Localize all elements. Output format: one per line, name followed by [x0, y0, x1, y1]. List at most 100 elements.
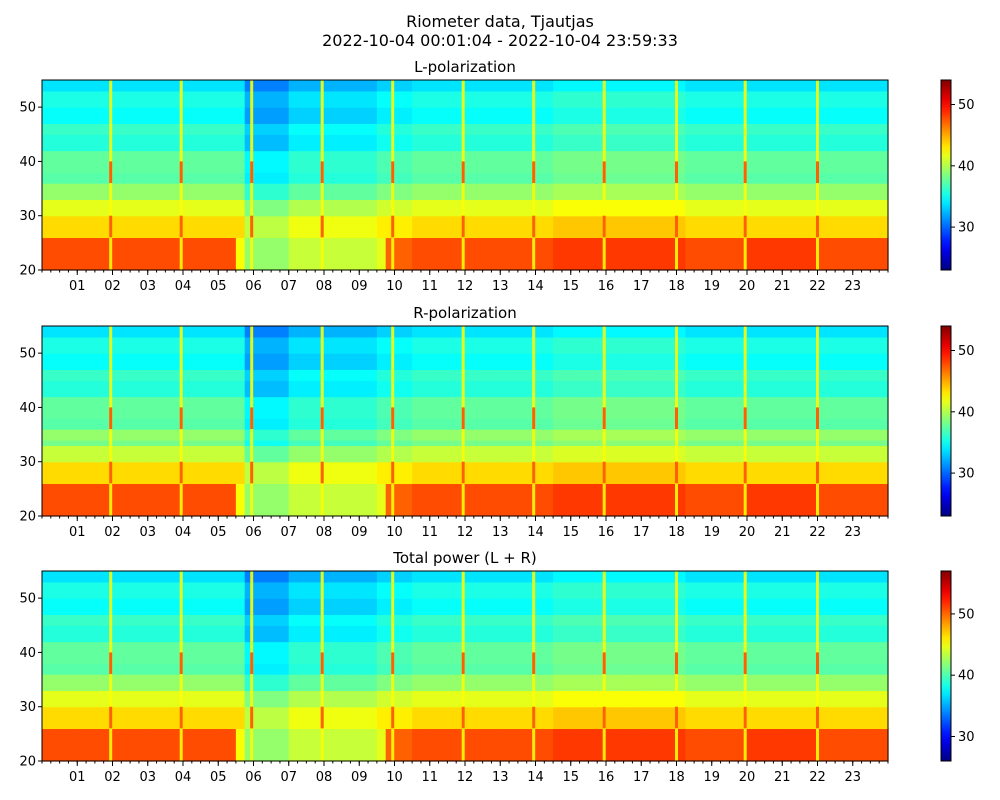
heatmap-cell: [341, 221, 352, 228]
heatmap-cell: [870, 80, 880, 87]
heatmap-cell: [227, 177, 237, 184]
heatmap-cell: [68, 353, 78, 360]
heatmap-cell: [764, 118, 775, 125]
heatmap-cell: [244, 494, 255, 501]
heatmap-cell: [852, 259, 863, 266]
heatmap-cell: [191, 412, 202, 419]
heatmap-cell: [50, 123, 61, 130]
heatmap-cell: [879, 123, 889, 130]
heatmap-cell: [456, 210, 466, 217]
heatmap-cell: [59, 369, 70, 376]
heatmap-cell: [306, 248, 316, 255]
heatmap-cell: [130, 364, 140, 371]
heatmap-cell: [218, 188, 228, 195]
heatmap-cell: [614, 161, 625, 168]
heatmap-cell: [130, 210, 140, 217]
heatmap-cell: [764, 80, 775, 87]
heatmap-cell: [77, 85, 87, 92]
heatmap-cell: [86, 172, 96, 179]
heatmap-cell: [606, 194, 616, 201]
heatmap-cell: [253, 407, 263, 414]
heatmap-cell: [315, 199, 325, 206]
heatmap-cell: [579, 101, 589, 108]
heatmap-cell: [253, 336, 263, 343]
heatmap-cell: [130, 380, 140, 387]
heatmap-cell: [879, 96, 889, 103]
heatmap-cell: [174, 210, 184, 217]
heatmap-cell: [614, 156, 625, 163]
heatmap-cell: [870, 150, 880, 157]
heatmap-cell: [156, 85, 166, 92]
heatmap-cell: [279, 396, 290, 403]
heatmap-cell: [147, 510, 158, 517]
heatmap-cell: [429, 172, 440, 179]
heatmap-cell: [315, 369, 325, 376]
heatmap-cell: [368, 374, 378, 381]
heatmap-cell: [68, 331, 78, 338]
heatmap-cell: [297, 478, 307, 485]
heatmap-cell: [852, 177, 863, 184]
heatmap-cell: [200, 407, 211, 414]
heatmap-cell: [412, 172, 422, 179]
heatmap-cell: [209, 96, 219, 103]
heatmap-cell: [579, 112, 589, 119]
heatmap-cell: [191, 145, 202, 152]
heatmap-cell: [77, 364, 87, 371]
heatmap-cell: [350, 199, 360, 206]
heatmap-cell: [870, 161, 880, 168]
heatmap-cell: [702, 215, 713, 222]
heatmap-cell: [42, 467, 52, 474]
heatmap-cell: [218, 183, 228, 190]
heatmap-cell: [553, 150, 563, 157]
heatmap-cell: [306, 445, 316, 452]
heatmap-cell: [711, 96, 722, 103]
heatmap-cell: [509, 259, 519, 266]
heatmap-cell: [447, 90, 457, 97]
heatmap-cell: [597, 183, 607, 190]
heatmap-cell: [332, 336, 343, 343]
heatmap-cell: [456, 204, 466, 211]
heatmap-cell: [711, 90, 722, 97]
heatmap-cell: [227, 96, 237, 103]
heatmap-cell: [103, 199, 114, 206]
heatmap-cell: [227, 118, 237, 125]
colorbar-tick-label: 30: [958, 221, 975, 236]
heatmap-cell: [623, 248, 634, 255]
heatmap-cell: [262, 85, 272, 92]
heatmap-cell: [147, 385, 158, 392]
heatmap-cell: [227, 161, 237, 168]
heatmap-cell: [315, 134, 325, 141]
heatmap-cell: [121, 326, 131, 333]
heatmap-cell: [68, 358, 78, 365]
heatmap-cell: [235, 90, 246, 97]
heatmap-cell: [138, 364, 149, 371]
heatmap-cell: [359, 118, 369, 125]
heatmap-cell: [324, 364, 334, 371]
heatmap-cell: [297, 156, 307, 163]
heatmap-cell: [165, 402, 175, 409]
heatmap-cell: [526, 177, 537, 184]
heatmap-cell: [870, 194, 880, 201]
heatmap-cell: [350, 134, 360, 141]
heatmap-cell: [394, 385, 404, 392]
y-tick-label: 50: [19, 101, 36, 116]
heatmap-cell: [517, 204, 528, 211]
heatmap-cell: [147, 467, 158, 474]
heatmap-cell: [306, 429, 316, 436]
heatmap-cell: [200, 156, 211, 163]
heatmap-cell: [112, 505, 122, 512]
heatmap-cell: [42, 364, 52, 371]
heatmap-cell: [403, 237, 413, 244]
heatmap-cell: [658, 90, 669, 97]
heatmap-cell: [394, 456, 404, 463]
heatmap-cell: [288, 402, 299, 409]
heatmap-cell: [183, 440, 193, 447]
heatmap-cell: [385, 358, 396, 365]
x-tick-label: 18: [668, 279, 685, 294]
heatmap-cell: [332, 232, 343, 239]
heatmap-cell: [641, 264, 651, 271]
heatmap-cell: [465, 264, 475, 271]
heatmap-cell: [482, 210, 493, 217]
heatmap-cell: [183, 364, 193, 371]
heatmap-cell: [253, 188, 263, 195]
